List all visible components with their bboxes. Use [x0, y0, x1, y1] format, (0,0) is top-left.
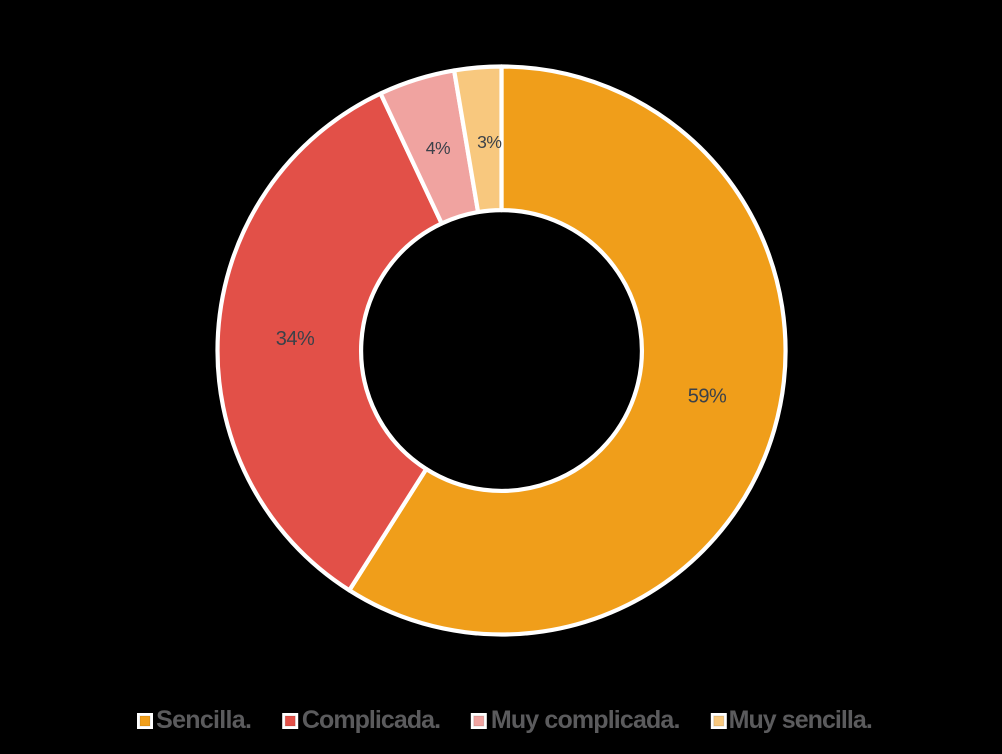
svg-text:4%: 4%	[426, 138, 450, 158]
svg-text:59%: 59%	[688, 386, 727, 408]
svg-text:Sencilla.: Sencilla.	[156, 706, 251, 734]
svg-text:Muy complicada.: Muy complicada.	[491, 706, 680, 734]
svg-text:34%: 34%	[276, 328, 315, 350]
svg-text:3%: 3%	[477, 132, 501, 152]
svg-text:Muy sencilla.: Muy sencilla.	[729, 706, 872, 734]
svg-text:Complicada.: Complicada.	[302, 706, 440, 734]
